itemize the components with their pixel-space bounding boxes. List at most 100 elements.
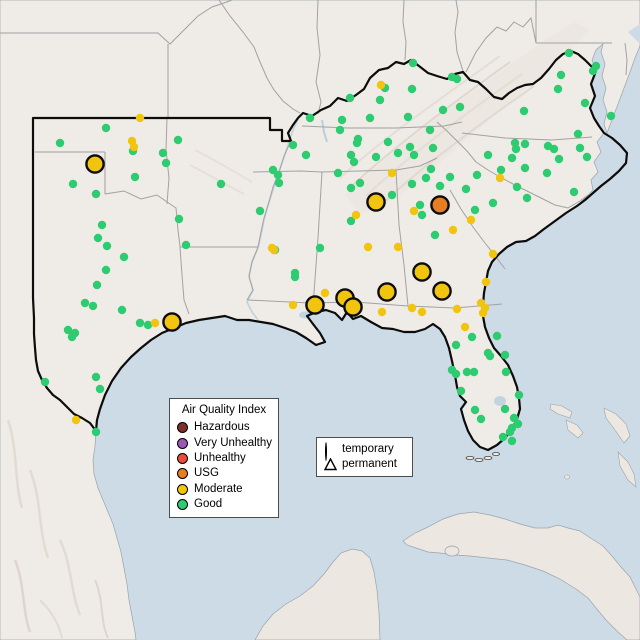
aqi-marker-good[interactable] [469, 367, 479, 377]
aqi-marker-good[interactable] [274, 178, 284, 188]
aqi-marker-good[interactable] [556, 70, 566, 80]
aqi-marker-good[interactable] [483, 150, 493, 160]
aqi-marker-good[interactable] [522, 193, 532, 203]
aqi-marker-good[interactable] [80, 298, 90, 308]
aqi-marker-moderate[interactable] [288, 300, 298, 310]
aqi-marker-good[interactable] [467, 332, 477, 342]
aqi-marker-good[interactable] [513, 419, 523, 429]
aqi-marker-good[interactable] [288, 140, 298, 150]
aqi-marker-good[interactable] [101, 265, 111, 275]
aqi-marker-moderate[interactable] [495, 173, 505, 183]
aqi-marker-good[interactable] [91, 189, 101, 199]
aqi-marker-good[interactable] [174, 214, 184, 224]
aqi-marker-good[interactable] [92, 280, 102, 290]
aqi-marker-good[interactable] [428, 143, 438, 153]
aqi-marker-good[interactable] [346, 216, 356, 226]
aqi-marker-good[interactable] [553, 84, 563, 94]
aqi-marker-good[interactable] [498, 432, 508, 442]
aqi-marker-good[interactable] [349, 157, 359, 167]
aqi-marker-good[interactable] [569, 187, 579, 197]
aqi-marker-moderate-large[interactable] [412, 262, 432, 282]
aqi-marker-good[interactable] [408, 58, 418, 68]
aqi-marker-good[interactable] [216, 179, 226, 189]
aqi-marker-moderate-large[interactable] [305, 295, 325, 315]
aqi-marker-good[interactable] [472, 170, 482, 180]
aqi-marker-moderate[interactable] [452, 304, 462, 314]
aqi-marker-good[interactable] [451, 369, 461, 379]
aqi-marker-good[interactable] [405, 142, 415, 152]
aqi-marker-good[interactable] [456, 386, 466, 396]
aqi-marker-good[interactable] [542, 168, 552, 178]
aqi-marker-moderate[interactable] [129, 142, 139, 152]
aqi-marker-good[interactable] [445, 172, 455, 182]
aqi-marker-good[interactable] [512, 182, 522, 192]
aqi-marker-good[interactable] [451, 340, 461, 350]
aqi-marker-good[interactable] [117, 305, 127, 315]
aqi-marker-good[interactable] [485, 351, 495, 361]
aqi-marker-good[interactable] [173, 135, 183, 145]
aqi-marker-good[interactable] [119, 252, 129, 262]
aqi-marker-good[interactable] [564, 48, 574, 58]
aqi-marker-good[interactable] [387, 190, 397, 200]
aqi-marker-good[interactable] [488, 198, 498, 208]
aqi-marker-moderate-large[interactable] [377, 282, 397, 302]
aqi-marker-good[interactable] [365, 113, 375, 123]
aqi-marker-good[interactable] [435, 181, 445, 191]
aqi-marker-moderate[interactable] [466, 215, 476, 225]
aqi-marker-good[interactable] [500, 350, 510, 360]
aqi-marker-good[interactable] [40, 377, 50, 387]
aqi-marker-good[interactable] [305, 113, 315, 123]
aqi-marker-good[interactable] [575, 143, 585, 153]
aqi-marker-good[interactable] [375, 95, 385, 105]
aqi-marker-good[interactable] [55, 138, 65, 148]
aqi-marker-moderate[interactable] [351, 210, 361, 220]
aqi-marker-good[interactable] [421, 173, 431, 183]
aqi-marker-good[interactable] [63, 325, 73, 335]
aqi-marker-good[interactable] [496, 165, 506, 175]
aqi-marker-good[interactable] [573, 129, 583, 139]
aqi-marker-good[interactable] [345, 93, 355, 103]
aqi-marker-moderate[interactable] [417, 307, 427, 317]
aqi-marker-good[interactable] [509, 413, 519, 423]
aqi-marker-good[interactable] [500, 404, 510, 414]
aqi-marker-moderate[interactable] [269, 245, 279, 255]
aqi-marker-good[interactable] [68, 179, 78, 189]
aqi-marker-moderate[interactable] [320, 288, 330, 298]
aqi-marker-good[interactable] [426, 164, 436, 174]
aqi-marker-good[interactable] [143, 320, 153, 330]
aqi-marker-good[interactable] [580, 98, 590, 108]
aqi-marker-moderate[interactable] [393, 242, 403, 252]
aqi-marker-good[interactable] [273, 170, 283, 180]
aqi-marker-good[interactable] [91, 372, 101, 382]
aqi-marker-good[interactable] [438, 105, 448, 115]
aqi-marker-moderate[interactable] [376, 80, 386, 90]
aqi-marker-moderate[interactable] [409, 206, 419, 216]
aqi-marker-good[interactable] [161, 158, 171, 168]
aqi-marker-good[interactable] [461, 184, 471, 194]
aqi-marker-good[interactable] [588, 66, 598, 76]
aqi-marker-good[interactable] [476, 414, 486, 424]
aqi-marker-good[interactable] [430, 230, 440, 240]
aqi-marker-moderate-large[interactable] [85, 154, 105, 174]
aqi-marker-good[interactable] [346, 183, 356, 193]
aqi-marker-moderate-large[interactable] [162, 312, 182, 332]
aqi-marker-good[interactable] [455, 102, 465, 112]
aqi-marker-moderate[interactable] [377, 307, 387, 317]
aqi-marker-moderate[interactable] [448, 225, 458, 235]
aqi-marker-good[interactable] [181, 240, 191, 250]
aqi-marker-moderate-large[interactable] [432, 281, 452, 301]
aqi-marker-moderate-large[interactable] [343, 297, 363, 317]
aqi-marker-moderate-large[interactable] [366, 192, 386, 212]
aqi-marker-moderate[interactable] [71, 415, 81, 425]
aqi-marker-good[interactable] [130, 172, 140, 182]
aqi-marker-good[interactable] [452, 74, 462, 84]
aqi-marker-good[interactable] [335, 125, 345, 135]
aqi-marker-good[interactable] [462, 367, 472, 377]
aqi-marker-good[interactable] [158, 148, 168, 158]
aqi-marker-moderate[interactable] [387, 168, 397, 178]
aqi-marker-moderate[interactable] [481, 277, 491, 287]
aqi-marker-good[interactable] [507, 153, 517, 163]
aqi-marker-good[interactable] [255, 206, 265, 216]
aqi-marker-moderate[interactable] [460, 322, 470, 332]
aqi-marker-good[interactable] [315, 243, 325, 253]
